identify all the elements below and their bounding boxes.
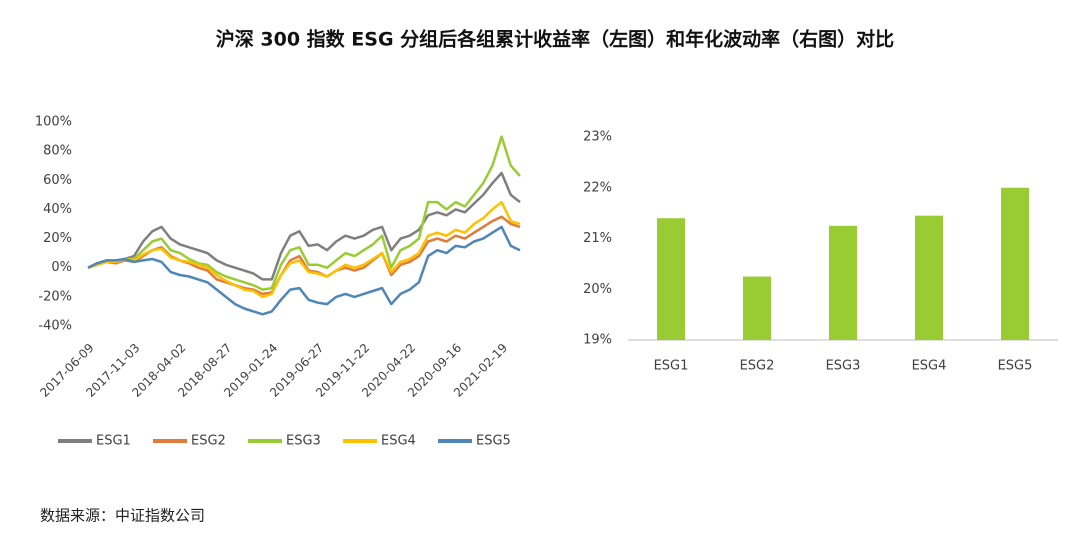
bar	[743, 276, 771, 340]
y-tick-label: 21%	[583, 231, 612, 246]
x-tick-label: ESG5	[998, 359, 1033, 374]
y-tick-label: 20%	[583, 282, 612, 297]
y-tick-label: 19%	[583, 333, 612, 348]
legend-label: ESG4	[381, 434, 416, 449]
y-tick-label: 100%	[35, 115, 72, 130]
bar	[829, 225, 857, 340]
x-tick-label: ESG4	[912, 359, 947, 374]
y-tick-label: 60%	[43, 173, 72, 188]
bar	[1001, 187, 1029, 340]
series-line	[87, 225, 521, 316]
bar	[915, 215, 943, 340]
y-tick-label: -40%	[38, 319, 72, 334]
x-tick-label: ESG2	[740, 359, 775, 374]
series-line	[87, 200, 521, 299]
legend-label: ESG1	[96, 434, 131, 449]
y-tick-label: 80%	[43, 144, 72, 159]
series-line	[87, 171, 521, 281]
y-tick-label: 0%	[51, 260, 72, 275]
page-title: 沪深 300 指数 ESG 分组后各组累计收益率（左图）和年化波动率（右图）对比	[216, 28, 894, 51]
legend-label: ESG2	[191, 434, 226, 449]
y-tick-label: 23%	[583, 130, 612, 145]
source: 数据来源：中证指数公司	[40, 507, 205, 525]
series-line	[87, 135, 521, 291]
legend-label: ESG5	[476, 434, 511, 449]
y-tick-label: -20%	[38, 289, 72, 304]
y-tick-label: 20%	[43, 231, 72, 246]
y-tick-label: 40%	[43, 202, 72, 217]
y-tick-label: 22%	[583, 180, 612, 195]
x-tick-label: ESG1	[654, 359, 689, 374]
legend-label: ESG3	[286, 434, 321, 449]
bar	[657, 218, 685, 340]
x-tick-label: ESG3	[826, 359, 861, 374]
